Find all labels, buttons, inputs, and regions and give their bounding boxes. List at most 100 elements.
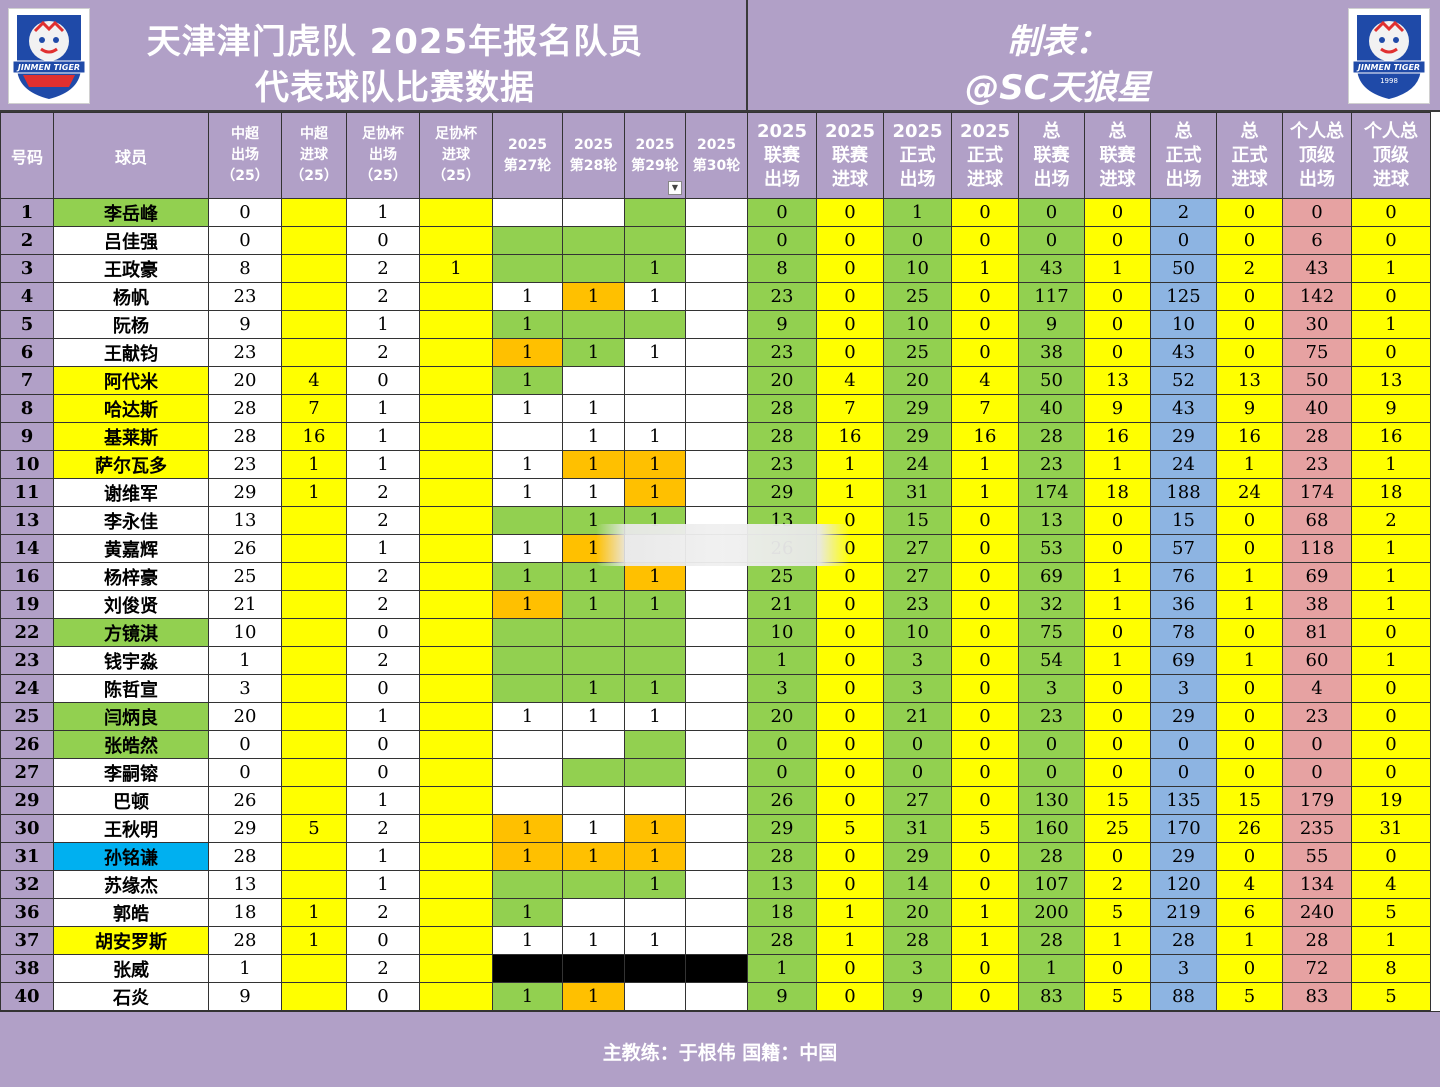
stat-cell: 26 (208, 534, 282, 563)
stat-cell: 43 (1282, 254, 1352, 283)
jersey-number: 5 (0, 310, 54, 339)
stat-cell: 1 (562, 338, 625, 367)
stat-cell: 0 (951, 310, 1019, 339)
stat-cell: 3 (883, 674, 952, 703)
stat-cell: 0 (1084, 758, 1151, 787)
stat-cell: 1 (562, 562, 625, 591)
tiger-crest-icon: JINMEN TIGER 1998 (1352, 15, 1426, 99)
stat-cell: 160 (1018, 814, 1085, 843)
stat-cell (281, 730, 347, 759)
player-name: 黄嘉辉 (53, 534, 209, 563)
stat-cell (492, 674, 563, 703)
stat-cell: 0 (816, 702, 884, 731)
table-row: 4 杨帆 23 2 1 1 1 23 0 25 0 117 0 125 0 142 0 (0, 282, 1431, 311)
stat-cell (492, 422, 563, 451)
stat-cell: 23 (747, 338, 817, 367)
stat-cell (281, 254, 347, 283)
player-name: 杨帆 (53, 282, 209, 311)
stat-cell: 19 (1351, 786, 1431, 815)
stat-cell: 0 (208, 198, 282, 227)
table-row: 5 阮杨 9 1 1 9 0 10 0 9 0 10 0 30 1 (0, 310, 1431, 339)
stat-cell: 76 (1150, 562, 1217, 591)
stat-cell: 0 (1351, 618, 1431, 647)
stat-cell: 0 (1216, 954, 1283, 983)
stat-cell: 1 (281, 898, 347, 927)
stat-cell: 1 (492, 478, 563, 507)
stat-cell: 9 (883, 982, 952, 1011)
stat-cell: 170 (1150, 814, 1217, 843)
stat-cell: 0 (816, 730, 884, 759)
stat-cell: 83 (1282, 982, 1352, 1011)
stat-cell: 2 (346, 282, 420, 311)
stat-cell: 1 (816, 926, 884, 955)
stat-cell: 7 (281, 394, 347, 423)
stat-cell: 9 (1351, 394, 1431, 423)
table-row: 23 钱宇淼 1 2 1 0 3 0 54 1 69 1 60 1 (0, 646, 1431, 675)
stat-cell (685, 758, 748, 787)
stat-cell: 0 (1351, 730, 1431, 759)
stat-cell: 0 (1084, 674, 1151, 703)
stat-cell: 23 (747, 282, 817, 311)
stat-cell: 1 (951, 898, 1019, 927)
stat-cell: 13 (747, 870, 817, 899)
stat-cell: 23 (208, 450, 282, 479)
stat-cell (419, 590, 493, 619)
stat-cell: 0 (1150, 226, 1217, 255)
stat-cell: 235 (1282, 814, 1352, 843)
stat-cell (419, 478, 493, 507)
stat-cell: 179 (1282, 786, 1352, 815)
stat-cell: 29 (1150, 702, 1217, 731)
stat-cell: 16 (816, 422, 884, 451)
table-row: 27 李嗣镕 0 0 0 0 0 0 0 0 0 0 0 0 (0, 758, 1431, 787)
stat-cell: 16 (951, 422, 1019, 451)
stat-cell: 1 (346, 786, 420, 815)
stat-cell: 0 (1216, 226, 1283, 255)
stat-cell: 0 (1216, 730, 1283, 759)
stat-cell: 1 (624, 450, 686, 479)
stat-cell: 43 (1150, 338, 1217, 367)
stat-cell: 8 (747, 254, 817, 283)
stat-cell (419, 646, 493, 675)
stat-cell: 10 (883, 254, 952, 283)
stat-cell: 0 (1018, 758, 1085, 787)
stat-cell: 2 (346, 814, 420, 843)
stat-cell (624, 366, 686, 395)
stat-cell (419, 842, 493, 871)
stat-cell: 0 (951, 198, 1019, 227)
stat-cell (624, 982, 686, 1011)
stat-cell (685, 814, 748, 843)
stat-cell: 0 (816, 590, 884, 619)
stat-cell: 28 (1282, 422, 1352, 451)
table-row: 19 刘俊贤 21 2 1 1 1 21 0 23 0 32 1 36 1 38 1 (0, 590, 1431, 619)
stat-cell (685, 618, 748, 647)
stat-cell: 3 (1018, 674, 1085, 703)
stat-cell: 0 (951, 758, 1019, 787)
stat-cell: 31 (883, 814, 952, 843)
logo-text: JINMEN TIGER (1356, 63, 1420, 72)
column-header: 2025 联赛 出场 (747, 112, 817, 199)
stat-cell: 0 (346, 926, 420, 955)
stat-cell: 50 (1282, 366, 1352, 395)
stat-cell (685, 254, 748, 283)
stat-cell: 1 (1084, 646, 1151, 675)
stat-cell: 130 (1018, 786, 1085, 815)
stat-cell: 1 (492, 450, 563, 479)
stat-cell: 0 (1084, 702, 1151, 731)
stat-cell: 1 (492, 842, 563, 871)
stat-cell: 1 (816, 450, 884, 479)
filter-dropdown-icon[interactable]: ▼ (668, 181, 682, 195)
stat-cell (281, 198, 347, 227)
stat-cell: 0 (346, 758, 420, 787)
stat-cell: 1 (492, 590, 563, 619)
stat-cell (281, 982, 347, 1011)
stat-cell: 0 (951, 282, 1019, 311)
stat-cell: 125 (1150, 282, 1217, 311)
stat-cell: 2 (346, 590, 420, 619)
stat-cell: 0 (1351, 842, 1431, 871)
stat-cell: 40 (1282, 394, 1352, 423)
footer-bar: 主教练：于根伟 国籍：中国 (0, 1011, 1440, 1087)
jersey-number: 13 (0, 506, 54, 535)
stat-cell: 15 (1216, 786, 1283, 815)
column-header: 总正式 出场 (1150, 112, 1217, 199)
stat-cell: 134 (1282, 870, 1352, 899)
